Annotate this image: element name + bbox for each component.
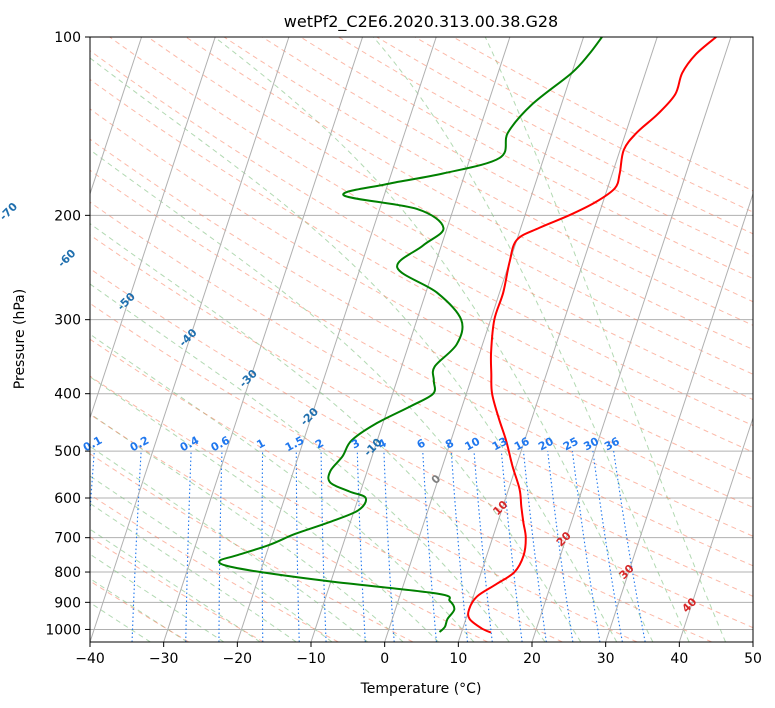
y-tick-label: 100 [54,30,81,46]
x-tick-label: 30 [597,651,615,667]
x-tick-label: −30 [149,651,179,667]
dry-adiabat-line [90,268,753,629]
isotherm-line [90,37,216,420]
mixing-ratio-label: 20 [536,435,556,454]
x-tick-label: 0 [380,651,389,667]
temperature-profile-line [467,37,717,634]
dry-adiabat-line [90,169,753,537]
mixing-ratio-label: 30 [581,435,601,454]
y-tick-label: 600 [54,491,81,507]
moist-adiabat-line [90,502,297,642]
moist-adiabat-line [90,376,439,642]
isotherm-line [310,37,511,642]
mixing-ratio-label: 16 [512,435,532,454]
y-tick-label: 700 [54,531,81,547]
y-axis-label: Pressure (hPa) [12,289,28,389]
y-tick-label: 400 [54,387,81,403]
moist-adiabat-line [90,528,261,642]
y-tick-label: 900 [54,595,81,611]
mixing-ratio-label: 10 [463,435,483,454]
dry-adiabat-line [90,302,712,642]
moist-adiabat-line [90,57,618,642]
dry-adiabat-line [109,37,753,401]
dry-adiabat-line [90,453,414,642]
dewpoint-profile-line [218,37,603,633]
dry-adiabat-line [90,108,753,480]
chart-title: wetPf2_C2E6.2020.313.00.38.G28 [284,12,558,32]
isotherm-line [531,37,732,642]
moist-adiabat-line [90,333,475,642]
isotherm-line [678,416,753,642]
dry-adiabat-line [338,37,753,257]
mixing-ratio-label: 13 [490,435,510,454]
isotherm-line [605,192,753,642]
y-tick-label: 200 [54,208,81,224]
x-axis-label: Temperature (°C) [360,681,482,697]
isotherm-line [384,37,585,642]
mixing-ratio-line [500,451,523,642]
x-tick-label: 50 [744,651,762,667]
dry-adiabat-line [262,37,753,303]
moist-adiabat-line [90,149,582,642]
moist-adiabat-line [372,37,690,642]
mixing-ratio-label: 25 [561,435,581,454]
moist-adiabat-line [214,37,654,642]
isotherm-line [90,37,143,196]
y-tick-label: 500 [54,444,81,460]
moist-adiabat-line [90,553,225,642]
x-tick-label: 40 [670,651,688,667]
dry-adiabat-line [452,37,753,192]
mixing-ratio-line [547,451,574,642]
dry-adiabat-line [147,37,753,375]
x-tick-label: −10 [296,651,326,667]
y-tick-label: 1000 [45,622,81,638]
mixing-ratio-label: 36 [602,435,622,454]
moist-adiabat-line [90,223,546,642]
mixing-ratio-line [592,451,623,642]
mixing-ratio-line [473,451,493,642]
dry-adiabat-line [90,494,339,642]
x-tick-label: −40 [75,651,105,667]
x-tick-label: −20 [223,651,253,667]
isotherm-line [457,37,658,642]
mixing-ratio-line [571,451,601,642]
dry-adiabat-line [223,37,753,326]
y-tick-label: 300 [54,313,81,329]
x-tick-label: 20 [523,651,541,667]
mixing-ratio-line [613,451,646,642]
isotherm-line [163,37,364,642]
dry-adiabat-line [376,37,753,235]
plot-frame [89,36,754,643]
dry-adiabat-line [90,78,753,453]
dry-adiabat-line [90,50,753,427]
y-tick-label: 800 [54,565,81,581]
moist-adiabat-line [90,475,333,642]
moist-adiabat-line [90,413,404,642]
isotherm-line [236,37,437,642]
x-tick-label: 10 [449,651,467,667]
moist-adiabat-line [484,37,727,642]
dry-adiabat-line [185,37,753,351]
isotherm-line [90,37,290,642]
